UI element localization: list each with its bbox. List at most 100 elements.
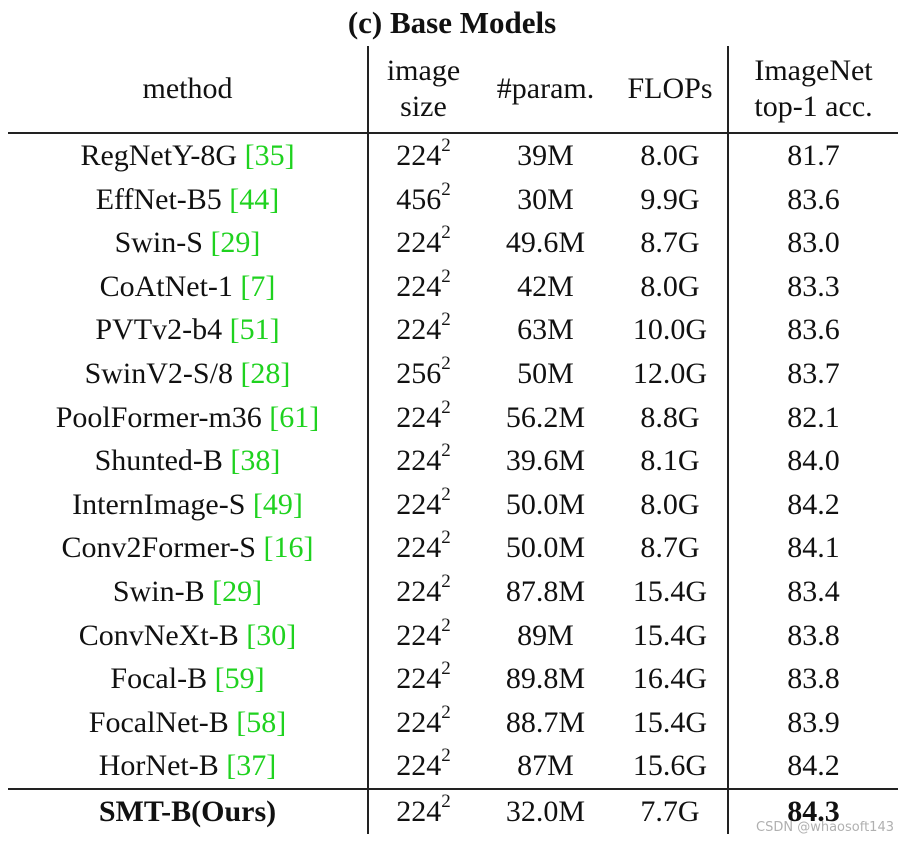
cell-params: 88.7M: [505, 705, 586, 739]
citation-link[interactable]: [30]: [246, 618, 297, 652]
table-row: InternImage-S [49] 2242 50.0M 8.0G 84.2: [8, 482, 898, 527]
table-row: Focal-B [59] 2242 89.8M 16.4G 83.8: [8, 657, 898, 701]
table-row: PoolFormer-m36 [61] 2242 56.2M 8.8G 82.1: [8, 395, 898, 440]
cell-method: FocalNet-B [58]: [8, 700, 369, 745]
image-size-exponent: 2: [441, 396, 451, 418]
cell-image-size: 2242: [368, 308, 478, 352]
table-body: RegNetY-8G [35] 2242 39M 8.0G 81.7 EffNet-B5 …: [8, 133, 898, 834]
method-name: Swin-B: [112, 574, 213, 608]
citation-link[interactable]: [59]: [214, 662, 265, 696]
image-size-value: 224: [396, 618, 442, 652]
method-name: ConvNeXt-B: [78, 618, 247, 652]
method-name: Focal-B: [110, 662, 215, 696]
cell-image-size: 2242: [368, 439, 478, 483]
image-size-value: 224: [396, 662, 442, 696]
cell-method: PoolFormer-m36 [61]: [8, 395, 369, 440]
image-size-exponent: 2: [441, 265, 451, 287]
method-name: SwinV2-S/8: [84, 356, 241, 390]
table-row: HorNet-B [37] 2242 87M 15.6G 84.2: [8, 744, 898, 789]
citation-link[interactable]: [61]: [269, 400, 320, 434]
cell-flops: 8.0G: [613, 482, 729, 527]
cell-flops: 8.8G: [613, 395, 729, 440]
method-name: FocalNet-B: [88, 705, 237, 739]
cell-params: 49.6M: [505, 226, 586, 260]
citation-link[interactable]: [16]: [263, 531, 314, 565]
cell-params: 32.0M: [478, 787, 613, 834]
image-size-value: 224: [396, 487, 442, 521]
cell-image-size: 2242: [368, 614, 478, 658]
cell-params: 50.0M: [505, 487, 586, 521]
cell-image-size: 4562: [368, 178, 478, 222]
cell-accuracy: 83.8: [787, 662, 840, 696]
image-size-exponent: 2: [441, 658, 451, 680]
cell-method: CoAtNet-1 [7]: [8, 264, 369, 309]
header-accuracy: ImageNet top-1 acc.: [728, 46, 898, 134]
method-name: HorNet-B: [98, 749, 227, 783]
cell-flops: 15.6G: [613, 744, 729, 789]
image-size-value: 224: [396, 400, 442, 434]
citation-link[interactable]: [44]: [229, 182, 280, 216]
method-name: InternImage-S: [72, 487, 253, 521]
cell-accuracy: 83.9: [787, 705, 840, 739]
image-size-value: 224: [396, 444, 442, 478]
image-size-exponent: 2: [441, 483, 451, 505]
header-image-size: image size: [368, 46, 478, 134]
cell-params: 56.2M: [505, 400, 586, 434]
cell-accuracy: 84.2: [787, 487, 840, 521]
cell-image-size: 2242: [368, 744, 478, 789]
cell-image-size: 2562: [368, 352, 478, 396]
citation-link[interactable]: [38]: [230, 444, 281, 478]
cell-flops: 15.4G: [613, 700, 729, 745]
citation-link[interactable]: [51]: [229, 313, 280, 347]
method-name: Shunted-B: [94, 444, 231, 478]
cell-accuracy: 83.6: [787, 182, 840, 216]
image-size-exponent: 2: [441, 790, 451, 812]
citation-link[interactable]: [7]: [240, 269, 276, 303]
table-row: SwinV2-S/8 [28] 2562 50M 12.0G 83.7: [8, 351, 898, 396]
image-size-exponent: 2: [441, 440, 451, 462]
citation-link[interactable]: [28]: [240, 356, 291, 390]
cell-params: 39M: [517, 139, 574, 172]
citation-link[interactable]: [58]: [236, 705, 287, 739]
method-name: PVTv2-b4: [95, 313, 230, 347]
cell-image-size: 2242: [368, 133, 478, 178]
cell-accuracy: 83.0: [787, 226, 840, 260]
cell-method: HorNet-B [37]: [8, 744, 369, 789]
image-size-exponent: 2: [441, 135, 451, 156]
cell-flops: 9.9G: [613, 177, 729, 222]
cell-params: 87.8M: [505, 574, 586, 608]
cell-flops: 8.7G: [613, 221, 729, 265]
image-size-exponent: 2: [441, 614, 451, 636]
header-accuracy-line1: ImageNet: [754, 54, 873, 87]
cell-image-size: 2242: [368, 570, 478, 614]
image-size-value: 224: [396, 794, 442, 828]
method-name: RegNetY-8G: [80, 139, 245, 172]
cell-flops: 8.0G: [613, 264, 729, 309]
cell-method: Shunted-B [38]: [8, 439, 369, 483]
cell-flops: 16.4G: [613, 657, 729, 701]
results-table: method image size #param. FLOPs ImageNet…: [8, 46, 898, 834]
citation-link[interactable]: [29]: [210, 226, 261, 260]
table-row: ConvNeXt-B [30] 2242 89M 15.4G 83.8: [8, 613, 898, 658]
citation-link[interactable]: [29]: [212, 574, 263, 608]
cell-accuracy: 82.1: [787, 400, 840, 434]
image-size-value: 224: [396, 226, 442, 260]
cell-params: 63M: [517, 313, 574, 347]
citation-link[interactable]: [35]: [244, 139, 295, 172]
table-row: RegNetY-8G [35] 2242 39M 8.0G 81.7: [8, 133, 898, 178]
image-size-exponent: 2: [441, 352, 451, 374]
cell-flops: 8.7G: [613, 526, 729, 570]
method-name: PoolFormer-m36: [55, 400, 270, 434]
table-row: FocalNet-B [58] 2242 88.7M 15.4G 83.9: [8, 700, 898, 745]
image-size-value: 224: [396, 531, 442, 565]
image-size-value: 256: [396, 356, 442, 390]
cell-method: Swin-B [29]: [8, 569, 369, 614]
header-row: method image size #param. FLOPs ImageNet…: [8, 46, 898, 134]
image-size-exponent: 2: [441, 309, 451, 331]
cell-image-size: 2242: [368, 483, 478, 527]
citation-link[interactable]: [37]: [226, 749, 277, 783]
table-row: Conv2Former-S [16] 2242 50.0M 8.7G 84.1: [8, 526, 898, 570]
cell-params: 89M: [517, 618, 574, 652]
citation-link[interactable]: [49]: [252, 487, 303, 521]
method-name: EffNet-B5: [95, 182, 230, 216]
